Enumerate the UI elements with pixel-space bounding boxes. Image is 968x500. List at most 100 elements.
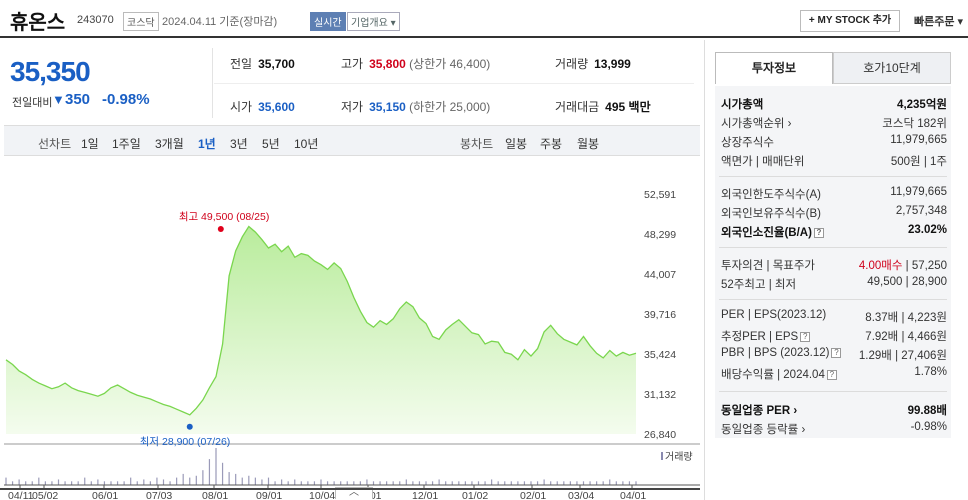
help-icon[interactable]: ? bbox=[800, 331, 811, 342]
tab-invest-info[interactable]: 투자정보 bbox=[715, 52, 833, 84]
info-panel: 투자정보 호가10단계 시가총액 4,235억원 시가총액순위 › 코스닥 182위… bbox=[704, 40, 968, 500]
volume-bar bbox=[215, 448, 217, 485]
volume-bar bbox=[307, 481, 309, 485]
volume-bar bbox=[412, 481, 414, 485]
y-tick-label: 39,716 bbox=[644, 309, 676, 321]
volume-bar bbox=[195, 475, 197, 485]
divider bbox=[719, 176, 947, 177]
realtime-button[interactable]: 실시간 bbox=[310, 12, 346, 31]
help-icon[interactable]: ? bbox=[813, 227, 824, 238]
line-chart-label: 선차트 bbox=[38, 137, 72, 151]
volume-bar bbox=[261, 479, 263, 485]
volume-bar bbox=[477, 481, 480, 485]
down-arrow-icon: ▼ bbox=[52, 92, 65, 107]
volume-bar bbox=[445, 481, 447, 485]
stock-code: 243070 bbox=[77, 14, 114, 26]
current-price: 35,350 bbox=[10, 56, 91, 87]
divider bbox=[719, 299, 947, 300]
volume-bar bbox=[471, 481, 473, 485]
help-icon[interactable]: ? bbox=[826, 369, 837, 380]
base-date: 2024.04.11 기준(장마감) bbox=[162, 16, 278, 28]
volume-bar bbox=[405, 479, 407, 485]
trade-value: 거래대금 495 백만 bbox=[555, 100, 651, 114]
volume-bar bbox=[228, 472, 230, 485]
volume-bar bbox=[464, 481, 466, 485]
x-tick-label: 12/01 bbox=[412, 490, 438, 500]
x-tick-label: 01/02 bbox=[462, 490, 488, 500]
volume-bar bbox=[97, 479, 99, 485]
x-tick-label: 10/04 bbox=[309, 490, 335, 500]
x-tick-label: 03/04 bbox=[568, 490, 594, 500]
volume-bar bbox=[517, 481, 519, 485]
volume-bar bbox=[208, 459, 211, 485]
volume-bar bbox=[563, 481, 565, 485]
y-tick-label: 26,840 bbox=[644, 429, 676, 441]
volume-bar bbox=[136, 481, 138, 485]
volume-bar bbox=[326, 481, 329, 485]
volume-bar bbox=[510, 481, 512, 485]
volume-bar bbox=[386, 481, 388, 485]
volume-bar bbox=[320, 479, 322, 485]
volume-bar bbox=[156, 477, 158, 485]
x-tick-label: 08/01 bbox=[202, 490, 228, 500]
cap-rank-row[interactable]: 시가총액순위 › 코스닥 182위 bbox=[721, 118, 947, 130]
volume-bar bbox=[176, 477, 178, 485]
y-tick-label: 52,591 bbox=[644, 189, 676, 201]
volume-bar bbox=[103, 481, 106, 485]
volume-bar bbox=[438, 479, 440, 485]
volume-bar bbox=[44, 481, 46, 485]
tab-daily[interactable]: 일봉 bbox=[505, 137, 528, 151]
price-line bbox=[5, 225, 637, 416]
tab-monthly[interactable]: 월봉 bbox=[577, 137, 600, 151]
period-selector: 선차트 1일 1주일 3개월 1년 3년 5년 10년 봉차트 일봉 주봉 월봉 bbox=[4, 126, 700, 156]
volume-bar bbox=[392, 481, 394, 485]
volume-bar bbox=[556, 481, 558, 485]
help-icon[interactable]: ? bbox=[831, 347, 842, 358]
volume-bar bbox=[346, 481, 348, 485]
tab-weekly[interactable]: 주봉 bbox=[540, 137, 563, 151]
volume-bar bbox=[372, 481, 375, 485]
volume-bar bbox=[38, 477, 40, 485]
volume-bar bbox=[366, 479, 368, 485]
info-tabs: 투자정보 호가10단계 bbox=[715, 52, 951, 84]
market-badge: 코스닥 bbox=[123, 12, 159, 31]
volume-bar bbox=[267, 477, 270, 485]
y-tick-label: 31,132 bbox=[644, 389, 676, 401]
divider bbox=[0, 488, 700, 490]
prev-close: 전일 35,700 bbox=[230, 57, 295, 71]
quick-order-dropdown[interactable]: 빠른주문 ▾ bbox=[914, 16, 964, 28]
volume-bar bbox=[569, 481, 571, 485]
volume-bar bbox=[149, 481, 151, 485]
volume-legend-swatch bbox=[661, 452, 663, 460]
volume-bar bbox=[294, 479, 296, 485]
volume-bar bbox=[169, 481, 171, 485]
candle-chart-label: 봉차트 bbox=[460, 137, 494, 151]
add-my-stock-button[interactable]: + MY STOCK 추가 bbox=[800, 10, 900, 32]
divider bbox=[214, 83, 694, 84]
tab-3m[interactable]: 3개월 bbox=[155, 137, 184, 151]
volume-bar bbox=[254, 477, 256, 485]
x-tick-label: 07/03 bbox=[146, 490, 172, 500]
opinion-row: 투자의견 | 목표주가 4.00매수 | 57,250 bbox=[721, 260, 947, 272]
quote-summary: 35,350 전일대비 ▼ 350 -0.98% 전일 35,700 고가 35,8… bbox=[4, 40, 700, 126]
corp-overview-dropdown[interactable]: 기업개요 ▾ bbox=[347, 12, 400, 31]
tab-1w[interactable]: 1주일 bbox=[112, 137, 141, 151]
tab-10y[interactable]: 10년 bbox=[294, 137, 319, 151]
tab-5y[interactable]: 5년 bbox=[262, 137, 280, 151]
tab-orderbook[interactable]: 호가10단계 bbox=[833, 52, 951, 84]
volume-bar bbox=[458, 481, 460, 485]
tab-1y[interactable]: 1년 bbox=[198, 137, 216, 151]
volume-bar bbox=[543, 479, 545, 485]
industry-per-row[interactable]: 동일업종 PER › 99.88배 bbox=[721, 405, 947, 417]
x-tick-label: 02/01 bbox=[520, 490, 546, 500]
chevron-up-icon[interactable]: ︿ bbox=[335, 487, 373, 499]
chart-area: 35,350 전일대비 ▼ 350 -0.98% 전일 35,700 고가 35,8… bbox=[4, 40, 700, 500]
volume-bar bbox=[162, 479, 165, 485]
volume-bar bbox=[451, 481, 453, 485]
industry-change-row[interactable]: 동일업종 등락률 › -0.98% bbox=[721, 421, 947, 436]
tab-3y[interactable]: 3년 bbox=[230, 137, 248, 151]
pbr-row: PBR | BPS (2023.12)? 1.29배 | 27,406원 bbox=[721, 347, 947, 362]
tab-1d[interactable]: 1일 bbox=[81, 137, 99, 151]
price-chart[interactable]: 52,591 48,299 44,007 39,716 35,424 31,132 26,8… bbox=[4, 180, 700, 500]
volume-bar bbox=[130, 477, 132, 485]
